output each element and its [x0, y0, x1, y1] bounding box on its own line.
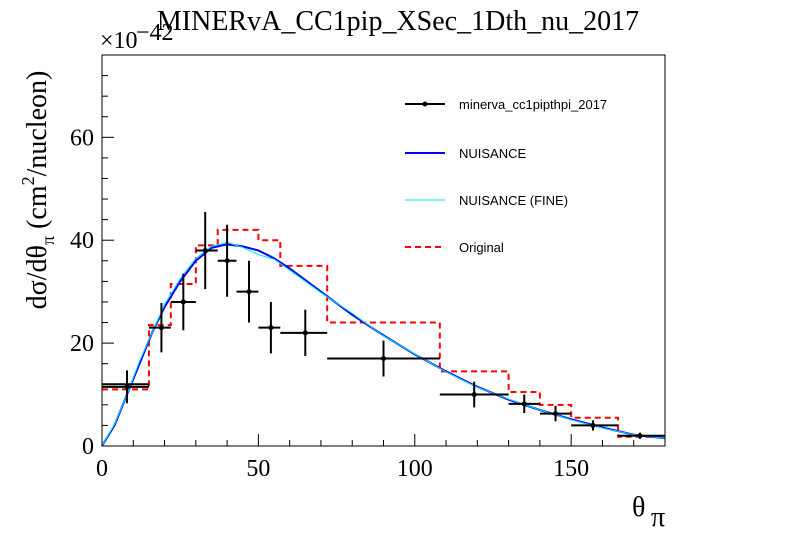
data-marker	[471, 392, 477, 398]
x-tick-label: 150	[553, 456, 589, 482]
data-marker	[553, 411, 559, 417]
y-scale-base: ×10	[100, 28, 138, 54]
ylabel-part-5: /nucleon)	[22, 71, 53, 177]
svg-text:dσ/dθπ (cm2/nucleon): dσ/dθπ (cm2/nucleon)	[18, 71, 58, 310]
y-axis-label: dσ/dθπ (cm2/nucleon)	[18, 71, 58, 310]
data-marker	[202, 248, 208, 253]
data-point	[539, 405, 572, 422]
legend-entry: NUISANCE (FINE)	[405, 193, 568, 208]
data-marker	[637, 433, 643, 439]
data-marker	[521, 401, 527, 407]
data-marker	[268, 325, 274, 331]
data-marker	[224, 258, 230, 264]
plot-area	[101, 211, 666, 447]
data-point	[148, 302, 171, 353]
data-marker	[590, 422, 596, 428]
y-tick-label: 0	[82, 434, 94, 460]
data-point	[102, 370, 149, 404]
ylabel-part-2: π	[38, 236, 58, 245]
data-marker	[381, 356, 386, 362]
xlabel-sub: π	[651, 502, 665, 533]
legend-label: minerva_cc1pipthpi_2017	[459, 97, 607, 112]
series-original-step	[102, 228, 665, 438]
y-scale-note: ×10 −42	[100, 20, 174, 54]
data-point	[217, 224, 237, 297]
data-marker	[246, 289, 252, 295]
data-point	[618, 432, 665, 439]
data-point	[439, 381, 509, 408]
data-marker	[124, 384, 130, 390]
data-marker	[158, 325, 164, 331]
data-point	[236, 260, 259, 323]
x-tick-label: 100	[397, 456, 433, 482]
legend-entry: NUISANCE	[405, 146, 527, 161]
ylabel-part-4: 2	[18, 176, 38, 185]
y-tick-label: 40	[70, 228, 94, 254]
data-point	[327, 340, 440, 377]
y-scale-exponent: −42	[136, 20, 174, 46]
legend-label: Original	[459, 240, 504, 255]
data-point	[280, 309, 328, 356]
plot-frame	[101, 54, 666, 447]
legend: minerva_cc1pipthpi_2017 NUISANCE NUISANCE …	[405, 97, 607, 255]
chart-title: MINERvA_CC1pip_XSec_1Dth_nu_2017	[157, 6, 639, 37]
data-point	[508, 394, 540, 414]
xlabel-main: θ	[632, 492, 645, 523]
data-point	[170, 273, 196, 331]
x-tick-label: 50	[246, 456, 270, 482]
legend-label: NUISANCE (FINE)	[459, 193, 568, 208]
axes: 0 50 100 150 0 20 40 60	[70, 54, 666, 482]
y-tick-label: 20	[70, 331, 94, 357]
legend-label: NUISANCE	[459, 146, 527, 161]
x-tick-label: 0	[96, 456, 108, 482]
ylabel-part-1: dσ/dθ	[22, 245, 53, 309]
data-point	[195, 211, 218, 290]
legend-entry: minerva_cc1pipthpi_2017	[405, 97, 607, 112]
data-point	[258, 301, 281, 354]
x-axis-label: θ π	[632, 492, 665, 533]
data-point	[571, 420, 619, 431]
y-tick-label: 60	[70, 125, 94, 151]
data-marker	[180, 299, 186, 305]
legend-entry: Original	[405, 240, 504, 255]
legend-swatch-marker	[422, 101, 428, 107]
data-marker	[302, 330, 308, 336]
ylabel-part-3: (cm	[22, 185, 53, 236]
